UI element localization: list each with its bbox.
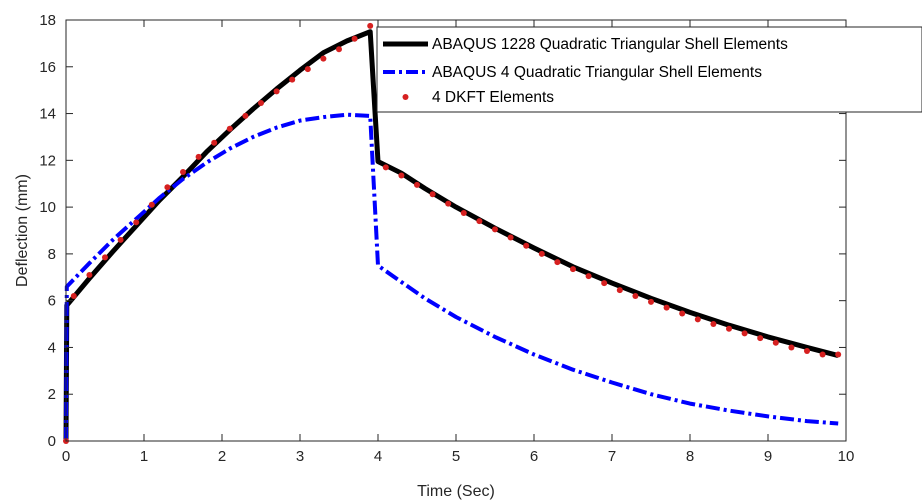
x-tick-label-7: 7 bbox=[608, 448, 616, 465]
dkft-point-39 bbox=[663, 304, 670, 311]
dkft-point-22 bbox=[398, 172, 405, 179]
dkft-point-49 bbox=[819, 351, 826, 358]
dkft-point-27 bbox=[476, 218, 483, 225]
dkft-point-31 bbox=[538, 250, 545, 257]
dkft-point-24 bbox=[429, 191, 436, 198]
x-tick-label-1: 1 bbox=[140, 448, 148, 465]
series-dkft-markers bbox=[63, 22, 842, 444]
dkft-point-36 bbox=[616, 287, 623, 294]
dkft-point-26 bbox=[460, 209, 467, 216]
dkft-point-21 bbox=[382, 164, 389, 171]
legend-swatch-dkft bbox=[402, 94, 409, 100]
dkft-point-17 bbox=[320, 55, 327, 62]
x-tick-label-5: 5 bbox=[452, 448, 460, 465]
dkft-point-8 bbox=[180, 169, 186, 176]
y-tick-label-6: 12 bbox=[39, 152, 56, 169]
y-tick-label-3: 6 bbox=[48, 293, 56, 310]
dkft-point-48 bbox=[804, 347, 810, 354]
x-axis-label: Time (Sec) bbox=[417, 483, 495, 500]
dkft-point-16 bbox=[304, 66, 311, 73]
dkft-point-35 bbox=[601, 280, 608, 287]
dkft-point-13 bbox=[258, 100, 264, 107]
dkft-point-11 bbox=[226, 125, 233, 132]
dkft-point-33 bbox=[570, 266, 576, 273]
y-axis-label: Deflection (mm) bbox=[14, 174, 31, 287]
x-tick-label-0: 0 bbox=[62, 448, 70, 465]
legend-box bbox=[376, 26, 922, 113]
dkft-point-9 bbox=[195, 153, 202, 160]
y-tick-label-9: 18 bbox=[39, 12, 56, 29]
dkft-point-41 bbox=[694, 316, 701, 323]
x-tick-label-2: 2 bbox=[218, 448, 226, 465]
dkft-point-23 bbox=[414, 181, 420, 188]
dkft-point-42 bbox=[710, 321, 717, 328]
x-tick-label-3: 3 bbox=[296, 448, 304, 465]
x-tick-label-10: 10 bbox=[838, 448, 855, 465]
legend-label-abaqus-4: ABAQUS 4 Quadratic Triangular Shell Elem… bbox=[432, 64, 762, 81]
dkft-point-15 bbox=[289, 76, 296, 83]
y-tick-label-4: 8 bbox=[48, 246, 56, 263]
dkft-point-19 bbox=[351, 35, 358, 42]
dkft-point-5 bbox=[133, 219, 140, 226]
dkft-point-46 bbox=[772, 339, 779, 346]
dkft-point-28 bbox=[492, 226, 498, 233]
dkft-point-30 bbox=[523, 242, 530, 249]
dkft-point-50 bbox=[835, 351, 842, 358]
dkft-point-10 bbox=[211, 139, 218, 146]
series-abaqus-1228-line bbox=[63, 29, 839, 442]
dkft-point-7 bbox=[164, 184, 171, 191]
dkft-point-43 bbox=[726, 325, 732, 332]
dkft-point-32 bbox=[554, 259, 561, 266]
series-layer bbox=[63, 22, 842, 444]
dkft-point-44 bbox=[741, 330, 748, 337]
dkft-point-47 bbox=[788, 344, 795, 351]
x-tick-label-9: 9 bbox=[764, 448, 772, 465]
dkft-point-40 bbox=[679, 310, 686, 317]
dkft-point-3 bbox=[102, 254, 108, 261]
dkft-point-45 bbox=[757, 335, 764, 342]
y-tick-label-1: 2 bbox=[48, 386, 56, 403]
y-tick-label-8: 16 bbox=[39, 59, 56, 76]
series-abaqus-4-line bbox=[64, 112, 839, 442]
legend-label-abaqus-1228: ABAQUS 1228 Quadratic Triangular Shell E… bbox=[432, 36, 788, 53]
dkft-point-25 bbox=[445, 200, 452, 207]
dkft-point-29 bbox=[507, 234, 514, 241]
dkft-point-6 bbox=[148, 201, 155, 208]
dkft-point-18 bbox=[336, 46, 342, 53]
y-tick-label-7: 14 bbox=[39, 106, 56, 123]
dkft-point-37 bbox=[632, 292, 639, 299]
y-tick-label-2: 4 bbox=[48, 339, 56, 356]
x-tick-label-4: 4 bbox=[374, 448, 382, 465]
x-tick-label-8: 8 bbox=[686, 448, 694, 465]
legend: ABAQUS 1228 Quadratic Triangular Shell E… bbox=[376, 26, 922, 113]
dkft-point-34 bbox=[585, 273, 592, 280]
dkft-point-12 bbox=[242, 112, 249, 119]
y-tick-label-0: 0 bbox=[48, 433, 56, 450]
dkft-point-20 bbox=[367, 22, 374, 29]
dkft-point-38 bbox=[648, 298, 654, 305]
legend-label-dkft: 4 DKFT Elements bbox=[432, 89, 554, 106]
dkft-point-14 bbox=[273, 88, 280, 95]
dkft-point-1 bbox=[70, 292, 77, 299]
dkft-point-4 bbox=[117, 236, 124, 243]
x-tick-label-6: 6 bbox=[530, 448, 538, 465]
y-tick-label-5: 10 bbox=[39, 199, 56, 216]
dkft-point-2 bbox=[86, 271, 93, 278]
